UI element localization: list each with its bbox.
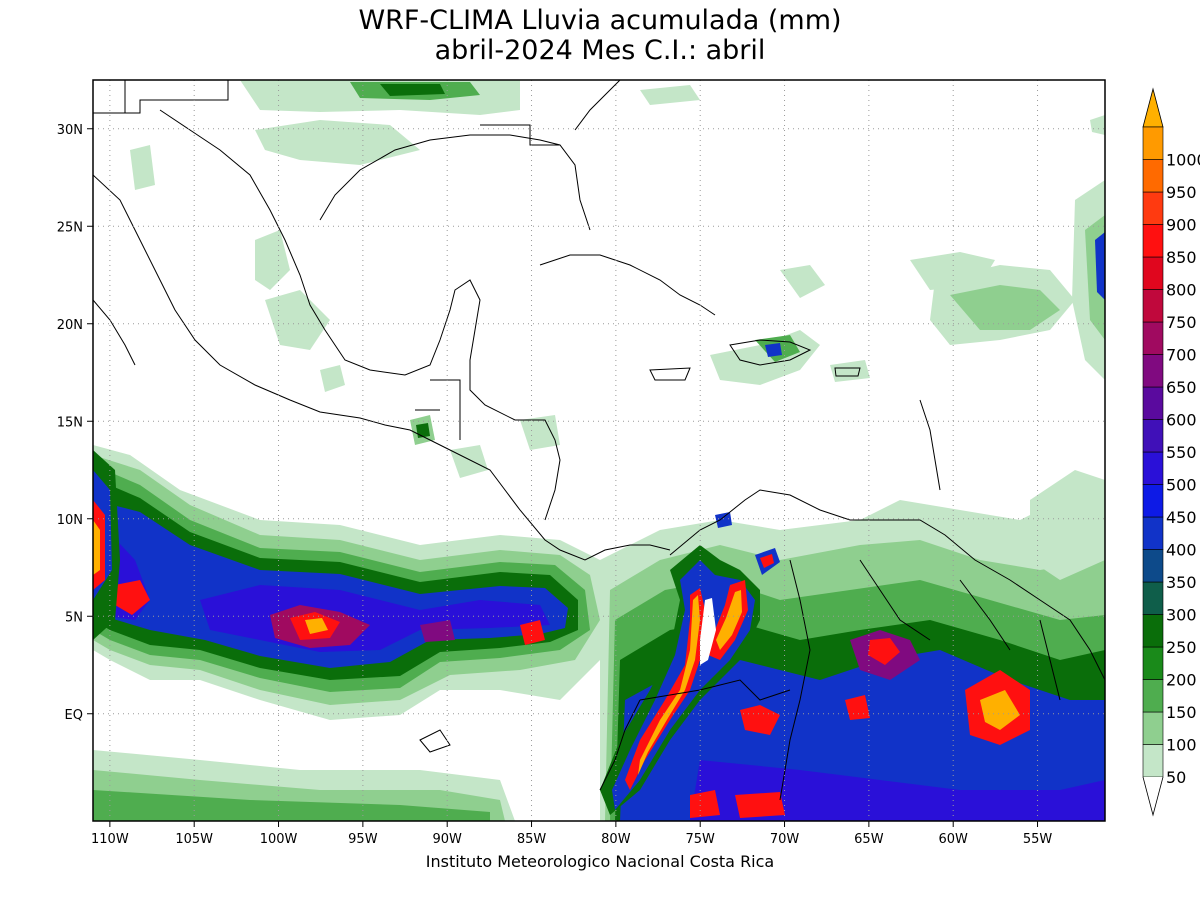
x-tick-label: 105W bbox=[175, 832, 213, 847]
colorbar-swatch bbox=[1142, 549, 1164, 583]
itcz-rain-band bbox=[93, 445, 620, 720]
longitude-axis: 110W 105W 100W 95W 90W 85W 80W 75W 70W 65W 60W 55W bbox=[91, 821, 1052, 847]
colorbar-swatch bbox=[1142, 191, 1164, 225]
colorbar-label: 650 bbox=[1166, 378, 1197, 397]
colorbar-swatch bbox=[1142, 484, 1164, 518]
colorbar-label: 800 bbox=[1166, 281, 1197, 300]
colorbar-swatch bbox=[1142, 321, 1164, 355]
x-tick-label: 70W bbox=[770, 832, 800, 847]
y-tick-label: 5N bbox=[65, 610, 83, 625]
x-tick-label: 90W bbox=[432, 832, 462, 847]
colorbar-label: 200 bbox=[1166, 671, 1197, 690]
colorbar-label: 400 bbox=[1166, 541, 1197, 560]
andes-colombia-rain bbox=[600, 512, 780, 815]
colorbar-swatch bbox=[1142, 581, 1164, 615]
x-tick-label: 60W bbox=[938, 832, 968, 847]
x-tick-label: 95W bbox=[348, 832, 378, 847]
colorbar-label: 50 bbox=[1166, 768, 1186, 787]
y-tick-label: 30N bbox=[57, 123, 83, 138]
colorbar-label: 850 bbox=[1166, 248, 1197, 267]
x-tick-label: 80W bbox=[601, 832, 631, 847]
latitude-axis: 30N 25N 20N 15N 10N 5N EQ bbox=[57, 123, 93, 723]
map-frame bbox=[92, 79, 1106, 822]
colorbar-label: 150 bbox=[1166, 703, 1197, 722]
y-tick-label: 15N bbox=[57, 415, 83, 430]
colorbar-under-arrow bbox=[1142, 776, 1164, 817]
x-tick-label: 65W bbox=[854, 832, 884, 847]
map-title-line1: WRF-CLIMA Lluvia acumulada (mm) bbox=[358, 5, 842, 36]
colorbar-label: 750 bbox=[1166, 313, 1197, 332]
x-tick-label: 55W bbox=[1023, 832, 1053, 847]
colorbar-swatch bbox=[1142, 646, 1164, 680]
south-pacific-band bbox=[93, 750, 515, 821]
colorbar-over-arrow bbox=[1142, 87, 1164, 128]
colorbar-swatch bbox=[1142, 419, 1164, 453]
y-tick-label: 25N bbox=[57, 220, 83, 235]
y-tick-label: EQ bbox=[65, 708, 83, 723]
colorbar-swatch bbox=[1142, 289, 1164, 323]
lat-lon-grid bbox=[93, 80, 1105, 821]
colorbar-swatch bbox=[1142, 744, 1164, 778]
credit-text: Instituto Meteorologico Nacional Costa R… bbox=[425, 852, 775, 871]
colorbar-label: 900 bbox=[1166, 216, 1197, 235]
colorbar-label: 300 bbox=[1166, 606, 1197, 625]
colorbar-swatch bbox=[1142, 451, 1164, 485]
colorbar: 50 100 150 200 250 300 350 400 450 500 550 600 650 70… bbox=[1142, 87, 1200, 817]
colorbar-swatch bbox=[1142, 711, 1164, 745]
western-edge-maximum bbox=[93, 450, 120, 640]
colorbar-label: 350 bbox=[1166, 573, 1197, 592]
x-tick-label: 75W bbox=[685, 832, 715, 847]
colorbar-swatch bbox=[1142, 679, 1164, 713]
colorbar-swatch bbox=[1142, 614, 1164, 648]
colorbar-swatch bbox=[1142, 224, 1164, 258]
y-tick-label: 10N bbox=[57, 513, 83, 528]
caribbean-rain-patches bbox=[130, 80, 1105, 580]
colorbar-label: 600 bbox=[1166, 411, 1197, 430]
colorbar-swatch bbox=[1142, 159, 1164, 193]
map-title-line2: abril-2024 Mes C.I.: abril bbox=[434, 35, 766, 66]
x-tick-label: 85W bbox=[517, 832, 547, 847]
colorbar-label: 550 bbox=[1166, 443, 1197, 462]
colorbar-label: 500 bbox=[1166, 476, 1197, 495]
colorbar-label: 450 bbox=[1166, 508, 1197, 527]
colorbar-swatch bbox=[1142, 126, 1164, 160]
colorbar-label: 700 bbox=[1166, 346, 1197, 365]
colorbar-swatch bbox=[1142, 516, 1164, 550]
colorbar-swatch bbox=[1142, 256, 1164, 290]
x-tick-label: 100W bbox=[260, 832, 298, 847]
colorbar-swatch bbox=[1142, 386, 1164, 420]
colorbar-swatch bbox=[1142, 354, 1164, 388]
x-tick-label: 110W bbox=[91, 832, 129, 847]
colorbar-label: 100 bbox=[1166, 736, 1197, 755]
rainfall-field bbox=[93, 80, 1105, 821]
colorbar-label: 950 bbox=[1166, 183, 1197, 202]
colorbar-label: 1000 bbox=[1166, 151, 1200, 170]
y-tick-label: 20N bbox=[57, 318, 83, 333]
colorbar-label: 250 bbox=[1166, 638, 1197, 657]
coastlines bbox=[93, 80, 1105, 801]
